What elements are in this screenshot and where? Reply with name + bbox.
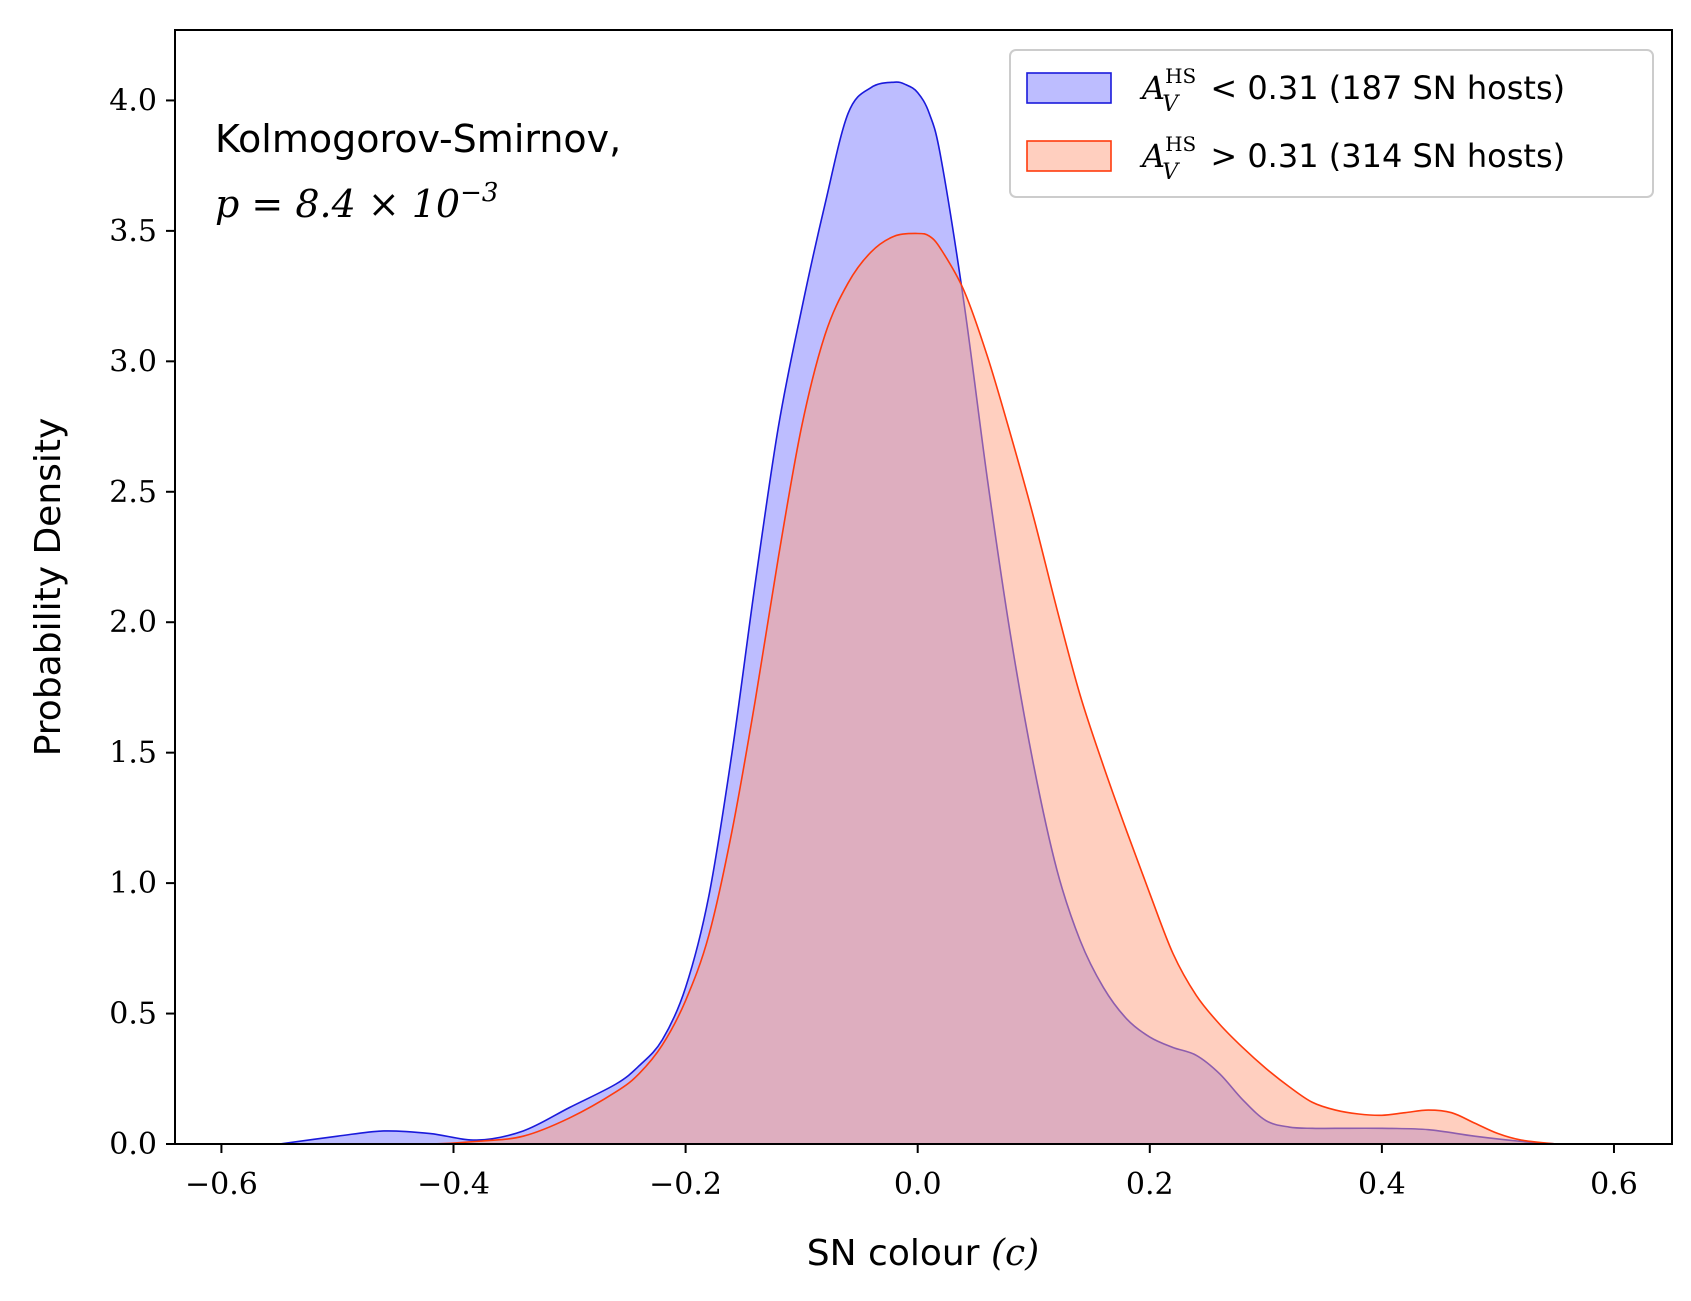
legend-swatch-1 <box>1026 72 1112 104</box>
plot-area-frame <box>174 29 1673 1145</box>
ks-annotation-title: Kolmogorov-Smirnov, <box>215 117 621 161</box>
y-axis-ticks: 0.0 0.5 1.0 1.5 2.0 2.5 3.0 3.5 4.0 <box>109 83 175 1162</box>
legend-swatch-2 <box>1026 140 1112 172</box>
legend-box <box>1009 49 1654 198</box>
y-axis-label: Probability Density <box>28 418 69 757</box>
x-axis-label-text: SN colour <box>807 1233 991 1274</box>
ks-pvalue-exponent: −3 <box>460 178 498 208</box>
y-tick-label: 1.0 <box>109 866 157 901</box>
y-tick-label: 3.5 <box>109 214 157 249</box>
series-fills <box>279 81 1557 1145</box>
y-tick-label: 2.5 <box>109 475 157 510</box>
legend-label-1: AHS V < 0.31 (187 SN hosts) <box>1139 64 1565 117</box>
y-tick-label: 2.0 <box>109 605 157 640</box>
ks-pvalue-text: p = 8.4 × 10 <box>215 182 460 226</box>
x-tick-label: 0.2 <box>1126 1167 1174 1202</box>
x-tick-label: −0.6 <box>185 1167 258 1202</box>
y-tick-label: 4.0 <box>109 83 157 118</box>
ks-annotation-pvalue: p = 8.4 × 10−3 <box>215 178 498 226</box>
x-axis-label-math: (c) <box>991 1233 1039 1274</box>
x-tick-label: 0.6 <box>1590 1167 1638 1202</box>
legend-label-2: AHS V > 0.31 (314 SN hosts) <box>1139 132 1565 185</box>
series-2-area <box>279 233 1556 1145</box>
x-tick-label: 0.0 <box>894 1167 942 1202</box>
y-tick-label: 0.0 <box>109 1127 157 1162</box>
x-axis-ticks: −0.6 −0.4 −0.2 0.0 0.2 0.4 0.6 <box>185 1144 1638 1202</box>
x-tick-label: −0.4 <box>417 1167 490 1202</box>
ks-annotation: Kolmogorov-Smirnov, p = 8.4 × 10−3 <box>215 117 621 226</box>
legend: AHS V < 0.31 (187 SN hosts) AHS V > 0.31 (3… <box>1009 49 1654 198</box>
y-tick-label: 0.5 <box>109 997 157 1032</box>
y-tick-label: 1.5 <box>109 736 157 771</box>
x-tick-label: 0.4 <box>1358 1167 1406 1202</box>
x-axis-label: SN colour (c) <box>807 1233 1039 1274</box>
series-2-line <box>279 232 1557 1145</box>
x-tick-label: −0.2 <box>649 1167 722 1202</box>
y-tick-label: 3.0 <box>109 344 157 379</box>
